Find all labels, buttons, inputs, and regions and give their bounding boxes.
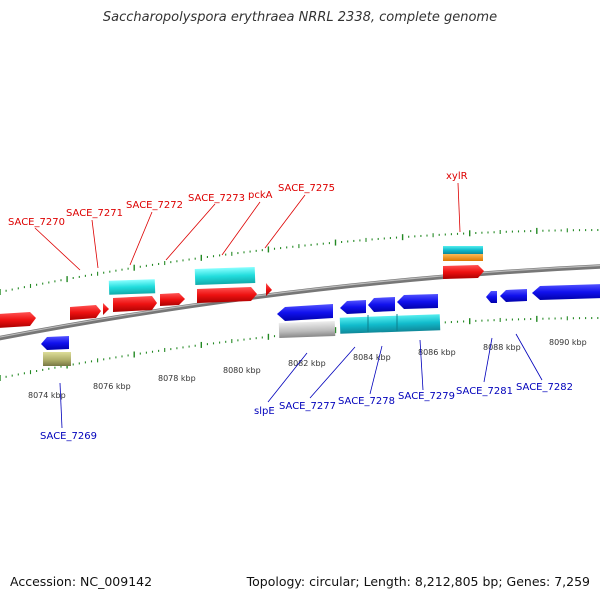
gene-label-slpe[interactable]: slpE <box>254 406 275 417</box>
gene-label-sace-7275[interactable]: SACE_7275 <box>278 183 335 194</box>
scale-label: 8082 kbp <box>288 359 326 368</box>
gene-sace-7275-arrow[interactable] <box>266 283 272 296</box>
gene-sace-7270-arrow[interactable] <box>0 312 36 328</box>
gene-label-pcka[interactable]: pckA <box>248 190 273 201</box>
gene-sace-7273-arrow[interactable] <box>160 293 185 306</box>
gene-sace-7269-arrow[interactable] <box>41 336 69 350</box>
gene-label-sace-7269[interactable]: SACE_7269 <box>40 431 97 442</box>
gene-label-sace-7271[interactable]: SACE_7271 <box>66 208 123 219</box>
scale-ticks-top <box>0 227 599 295</box>
gene-slpe-feature[interactable] <box>278 321 336 338</box>
scale-label: 8084 kbp <box>353 353 391 362</box>
gene-label-sace-7270[interactable]: SACE_7270 <box>8 217 65 228</box>
gene-sace-7277-arrow[interactable] <box>340 300 366 314</box>
scale-label: 8078 kbp <box>158 374 196 383</box>
gene-label-sace-7272[interactable]: SACE_7272 <box>126 200 183 211</box>
map-title: Saccharopolyspora erythraea NRRL 2338, c… <box>102 10 498 25</box>
gene-xylr-arrow[interactable] <box>443 265 484 279</box>
gene-sace-7269-feature[interactable] <box>43 352 71 366</box>
forward-strand-genes <box>0 246 484 328</box>
genome-backbone <box>0 264 600 341</box>
rna-feature[interactable] <box>108 279 156 295</box>
scale-label: 8074 kbp <box>28 391 66 400</box>
scale-label: 8088 kbp <box>483 343 521 352</box>
topology-label: Topology: circular; Length: 8,212,805 bp… <box>246 574 590 589</box>
gene-sace-7281-arrow[interactable] <box>500 289 527 302</box>
gene-pcka-arrow[interactable] <box>197 287 257 303</box>
scale-labels: 8074 kbp 8076 kbp 8078 kbp 8080 kbp 8082… <box>28 338 587 400</box>
rna-feature[interactable] <box>443 254 483 261</box>
gene-label-sace-7278[interactable]: SACE_7278 <box>338 396 395 407</box>
gene-sace-7272-arrow[interactable] <box>113 296 157 312</box>
bottom-gene-labels: SACE_7269 slpE SACE_7277 SACE_7278 SACE_… <box>40 333 573 442</box>
scale-label: 8080 kbp <box>223 366 261 375</box>
genome-backbone-highlight <box>0 264 600 338</box>
gene-label-sace-7277[interactable]: SACE_7277 <box>279 401 336 412</box>
gene-sace-7271-arrow[interactable] <box>70 305 101 320</box>
gene-small-arrow[interactable] <box>103 303 109 315</box>
gene-slpe-arrow[interactable] <box>277 304 333 321</box>
reverse-strand-genes <box>41 284 600 366</box>
rna-feature[interactable] <box>339 314 441 334</box>
gene-sace-7278-arrow[interactable] <box>368 297 395 312</box>
scale-label: 8090 kbp <box>549 338 587 347</box>
gene-label-sace-7281[interactable]: SACE_7281 <box>456 386 513 397</box>
gene-sace-7279-arrow[interactable] <box>397 294 438 309</box>
rna-feature[interactable] <box>194 266 256 286</box>
gene-label-xylr[interactable]: xylR <box>446 171 468 182</box>
rna-feature[interactable] <box>443 246 483 254</box>
gene-small-reverse-arrow[interactable] <box>486 291 497 303</box>
top-gene-labels: SACE_7270 SACE_7271 SACE_7272 SACE_7273 … <box>8 171 468 271</box>
scale-label: 8086 kbp <box>418 348 456 357</box>
gene-label-sace-7273[interactable]: SACE_7273 <box>188 193 245 204</box>
gene-sace-7282-arrow[interactable] <box>532 284 600 300</box>
scale-label: 8076 kbp <box>93 382 131 391</box>
gene-label-sace-7279[interactable]: SACE_7279 <box>398 391 455 402</box>
gene-label-sace-7282[interactable]: SACE_7282 <box>516 382 573 393</box>
accession-label: Accession: NC_009142 <box>10 574 153 589</box>
